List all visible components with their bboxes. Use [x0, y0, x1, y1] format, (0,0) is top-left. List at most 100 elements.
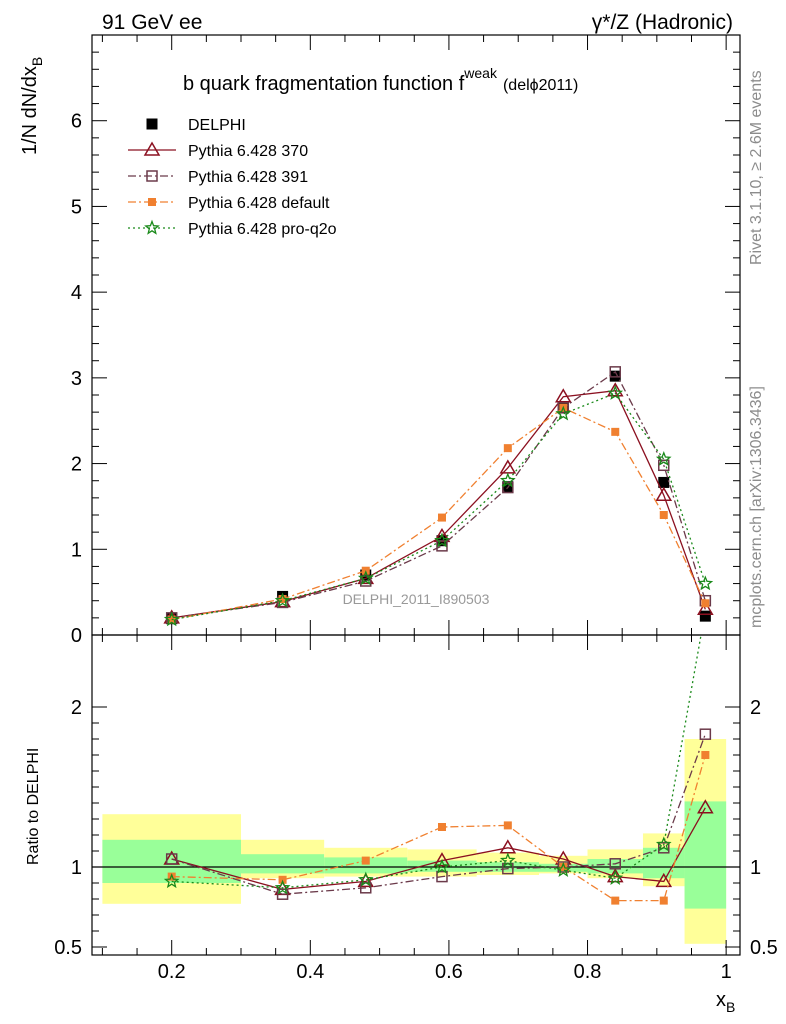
uncertainty-band-inner	[324, 857, 408, 874]
ratio-y-tick-label-right: 2	[750, 697, 761, 719]
main-point-pythia-6-428-370	[655, 486, 673, 502]
main-y-tick-label: 5	[71, 196, 82, 218]
main-point-pythia-6-428-pro-q2o	[655, 451, 672, 466]
legend-marker	[143, 141, 161, 156]
ratio-uncertainty-bands	[102, 739, 727, 944]
main-point-delphi	[658, 476, 670, 488]
uncertainty-band-inner	[684, 801, 727, 909]
main-point-pythia-6-428-pro-q2o	[555, 405, 572, 421]
legend-marker	[144, 219, 160, 235]
main-point-pythia-6-428-pro-q2o	[357, 570, 374, 586]
ratio-point-pythia-6-428-default	[503, 821, 512, 830]
ratio-y-tick-label-left: 1	[71, 857, 82, 879]
main-point-pythia-6-428-pro-q2o	[274, 592, 291, 608]
ratio-point-pythia-6-428-default	[361, 856, 370, 865]
energy-label: 91 GeV ee	[102, 11, 202, 34]
x-tick-label: 0.8	[574, 961, 602, 983]
ratio-point-pythia-6-428-391	[609, 858, 622, 870]
ratio-point-pythia-6-428-370	[697, 799, 714, 814]
main-title: b quark fragmentation function fweak (del…	[183, 65, 578, 95]
x-axis-label-sub: B	[726, 999, 735, 1015]
main-title-text: b quark fragmentation function f	[183, 73, 465, 95]
ratio-point-pythia-6-428-default	[559, 863, 568, 871]
main-point-pythia-6-428-370	[697, 600, 714, 616]
main-point-pythia-6-428-pro-q2o	[499, 472, 516, 488]
ratio-point-pythia-6-428-pro-q2o	[163, 873, 180, 889]
main-y-tick-label: 2	[71, 454, 82, 476]
x-tick-label: 0.6	[435, 961, 463, 983]
main-y-axis-label-sub: B	[29, 57, 45, 66]
main-point-pythia-6-428-default	[503, 444, 512, 453]
main-point-pythia-6-428-391	[609, 366, 622, 378]
ratio-point-pythia-6-428-391	[436, 870, 448, 883]
main-point-pythia-6-428-default	[701, 599, 710, 608]
ratio-line-pythia-6-428-370	[171, 807, 706, 891]
ratio-line-pythia-6-428-391	[171, 733, 706, 895]
ratio-series	[163, 635, 714, 905]
ratio-point-pythia-6-428-pro-q2o	[357, 871, 374, 887]
legend-marker	[146, 118, 158, 130]
ratio-point-pythia-6-428-pro-q2o	[274, 879, 291, 895]
legend-label: Pythia 6.428 default	[188, 195, 330, 212]
x-axis-label: xB	[716, 989, 735, 1015]
mcplots-label: mcplots.cern.ch [arXiv:1306.3436]	[748, 386, 765, 628]
main-point-pythia-6-428-pro-q2o	[163, 611, 180, 627]
main-point-pythia-6-428-pro-q2o	[697, 575, 714, 591]
ratio-line-pythia-6-428-pro-q2o	[171, 635, 702, 889]
ratio-point-pythia-6-428-pro-q2o	[555, 861, 572, 877]
ratio-point-pythia-6-428-391	[699, 728, 712, 740]
main-line-pythia-6-428-pro-q2o	[171, 392, 706, 621]
ratio-point-pythia-6-428-pro-q2o	[655, 836, 672, 852]
legend-label: Pythia 6.428 pro-q2o	[188, 221, 337, 238]
main-point-pythia-6-428-370	[357, 569, 375, 585]
ratio-point-pythia-6-428-370	[499, 839, 517, 854]
ratio-point-pythia-6-428-pro-q2o	[434, 858, 450, 874]
ratio-point-pythia-6-428-370	[433, 852, 451, 867]
main-y-tick-label: 4	[71, 282, 82, 304]
x-tick-label: 1	[721, 961, 732, 983]
main-point-pythia-6-428-391	[658, 459, 670, 472]
ratio-point-pythia-6-428-391	[276, 888, 289, 900]
ratio-point-pythia-6-428-default	[611, 896, 620, 905]
main-line-pythia-6-428-391	[171, 370, 706, 619]
main-y-tick-label: 1	[71, 539, 82, 561]
uncertainty-band-inner	[241, 854, 325, 874]
main-series	[163, 366, 714, 627]
main-point-pythia-6-428-370	[554, 388, 572, 403]
ratio-y-tick-label-left: 2	[71, 697, 82, 719]
main-point-pythia-6-428-pro-q2o	[607, 385, 624, 400]
uncertainty-band-inner	[587, 859, 643, 874]
x-tick-label: 0.4	[296, 961, 324, 983]
ratio-point-pythia-6-428-pro-q2o	[499, 852, 516, 868]
main-y-tick-label: 6	[71, 111, 82, 133]
legend: DELPHI Pythia 6.428 370 Pythia 6.428 391 Py…	[128, 117, 337, 238]
main-point-pythia-6-428-default	[659, 511, 668, 519]
ratio-line-pythia-6-428-default	[171, 754, 706, 902]
ratio-y-tick-label-left: 0.5	[54, 937, 82, 959]
rivet-label: Rivet 3.1.10, ≥ 2.6M events	[748, 70, 765, 265]
legend-label: DELPHI	[188, 117, 246, 134]
main-y-axis-label-text: 1/N dN/dx	[19, 66, 41, 155]
main-axes: 0 1 2 3 4 5 6	[71, 35, 740, 647]
x-axis-label-text: x	[716, 989, 726, 1011]
ratio-y-tick-label-right: 0.5	[750, 937, 778, 959]
main-point-delphi	[360, 569, 372, 581]
legend-label: Pythia 6.428 370	[188, 143, 308, 160]
ratio-plot-frame	[91, 634, 741, 956]
ratio-axes: 0.5 0.5 1 1 2 2 0.2 0.4 0.6 0.8 1	[54, 635, 778, 983]
legend-marker	[148, 198, 156, 206]
main-point-delphi	[699, 610, 711, 622]
main-point-pythia-6-428-391	[360, 575, 372, 587]
ratio-point-pythia-6-428-391	[165, 853, 178, 865]
svg-text:1/N dN/dxB: 1/N dN/dxB	[19, 57, 45, 155]
main-y-axis-label: 1/N dN/dxB	[19, 57, 45, 155]
process-label: γ*/Z (Hadronic)	[592, 11, 733, 34]
main-y-tick-label: 0	[71, 625, 82, 647]
main-title-sup: weak	[463, 65, 498, 81]
legend-marker	[146, 170, 158, 182]
ratio-y-axis-label: Ratio to DELPHI	[25, 748, 42, 865]
ratio-point-pythia-6-428-default	[659, 896, 668, 905]
ratio-point-pythia-6-428-default	[701, 751, 710, 759]
main-point-pythia-6-428-default	[278, 595, 287, 603]
main-y-tick-label: 3	[71, 368, 82, 390]
